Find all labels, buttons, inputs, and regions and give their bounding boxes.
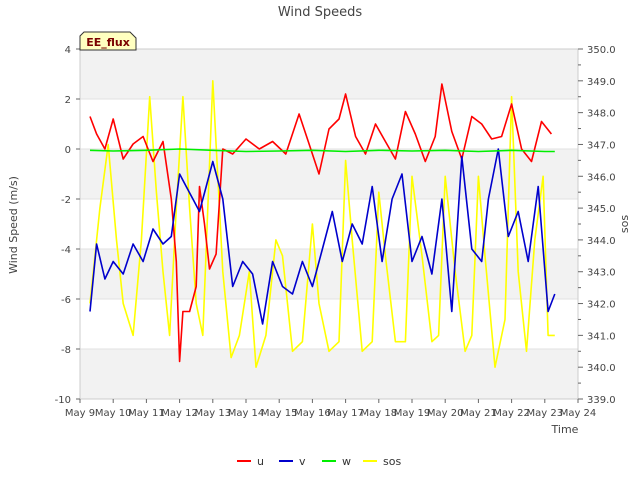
y2-tick-label: 339.0 (587, 395, 616, 406)
y-tick-label: 4 (65, 45, 71, 56)
y2-tick-label: 346.0 (587, 172, 616, 183)
legend-label-w: w (342, 455, 351, 468)
y2-tick-label: 344.0 (587, 236, 616, 247)
x-axis-label: Time (551, 423, 579, 436)
x-tick-label: May 9 (65, 408, 95, 419)
station-tag: EE_flux (79, 31, 137, 51)
x-tick-label: May 22 (493, 408, 530, 419)
x-tick-label: May 18 (361, 408, 398, 419)
y-axis-label: Wind Speed (m/s) (7, 176, 20, 274)
x-tick-label: May 23 (527, 408, 564, 419)
legend-label-v: v (299, 455, 306, 468)
series-line-sos (89, 80, 555, 369)
y-tick-label: -4 (61, 245, 71, 256)
y2-tick-label: 349.0 (587, 77, 616, 88)
x-tick-label: May 24 (560, 408, 597, 419)
chart-title: Wind Speeds (278, 5, 363, 20)
band-3 (80, 49, 578, 99)
y-tick-label: -8 (61, 345, 71, 356)
x-tick-label: May 10 (95, 408, 132, 419)
y-tick-label: -2 (61, 195, 71, 206)
x-tick-label: May 20 (427, 408, 464, 419)
y2-tick-label: 345.0 (587, 204, 616, 215)
y2-tick-label: 341.0 (587, 331, 616, 342)
x-tick-label: May 19 (394, 408, 431, 419)
y2-tick-label: 340.0 (587, 363, 616, 374)
x-tick-label: May 11 (128, 408, 165, 419)
y-tick-label: -6 (61, 295, 71, 306)
y2-tick-label: 348.0 (587, 109, 616, 120)
y-tick-label: -10 (55, 395, 71, 406)
band-0 (80, 349, 578, 399)
y-tick-label: 2 (65, 95, 71, 106)
legend-label-sos: sos (383, 455, 401, 468)
band-1 (80, 249, 578, 299)
x-tick-label: May 12 (161, 408, 198, 419)
y-axis-left: -10 -8 -6 -4 -2 0 2 4 (55, 45, 80, 406)
station-tag-label: EE_flux (86, 36, 130, 49)
y-tick-label: 0 (65, 145, 71, 156)
series-line-w (89, 148, 555, 153)
x-tick-label: May 15 (261, 408, 298, 419)
series-layer (89, 80, 556, 369)
y2-tick-label: 350.0 (587, 45, 616, 56)
background-bands (80, 49, 578, 399)
series-line-u (89, 83, 553, 363)
station-tag-box (79, 31, 137, 51)
band-2 (80, 149, 578, 199)
series-line-v (89, 148, 556, 325)
x-tick-label: May 21 (460, 408, 497, 419)
y2-tick-label: 343.0 (587, 268, 616, 279)
x-tick-label: May 16 (294, 408, 331, 419)
y2-tick-label: 342.0 (587, 300, 616, 311)
x-tick-label: May 14 (228, 408, 265, 419)
legend: u v w sos (237, 455, 401, 468)
y2-axis-label: sos (618, 215, 631, 233)
y2-tick-label: 347.0 (587, 140, 616, 151)
x-tick-label: May 17 (327, 408, 364, 419)
legend-label-u: u (257, 455, 264, 468)
x-tick-label: May 13 (195, 408, 232, 419)
y-axis-right: 339.0 340.0 341.0 342.0 343.0 344.0 345.0 346.0… (578, 45, 616, 406)
